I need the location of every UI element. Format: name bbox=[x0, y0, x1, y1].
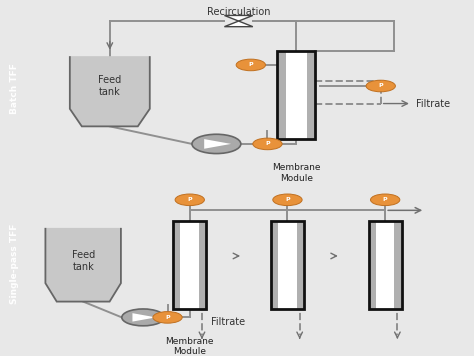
Bar bbox=[271, 221, 278, 309]
Text: Feed
tank: Feed tank bbox=[72, 250, 95, 272]
Text: P: P bbox=[383, 197, 387, 202]
Circle shape bbox=[192, 134, 241, 153]
Bar bbox=[297, 221, 304, 309]
Bar bbox=[271, 221, 304, 309]
Text: Membrane
Module: Membrane Module bbox=[272, 163, 320, 183]
Text: P: P bbox=[248, 62, 253, 67]
Circle shape bbox=[253, 138, 282, 150]
Bar bbox=[307, 51, 315, 138]
Text: P: P bbox=[187, 197, 192, 202]
Text: Feed
tank: Feed tank bbox=[98, 75, 121, 97]
Bar bbox=[277, 51, 315, 138]
Bar bbox=[173, 221, 206, 309]
Circle shape bbox=[273, 194, 302, 205]
Bar bbox=[368, 221, 376, 309]
Bar bbox=[199, 221, 206, 309]
Text: Recirculation: Recirculation bbox=[207, 7, 270, 17]
Text: Batch TFF: Batch TFF bbox=[10, 64, 19, 114]
Polygon shape bbox=[70, 56, 150, 126]
Bar bbox=[278, 221, 297, 309]
Bar bbox=[376, 221, 394, 309]
Circle shape bbox=[175, 194, 204, 205]
Text: Filtrate: Filtrate bbox=[416, 99, 450, 109]
Circle shape bbox=[366, 80, 395, 92]
Circle shape bbox=[236, 59, 265, 71]
Polygon shape bbox=[46, 228, 121, 302]
Bar bbox=[286, 51, 307, 138]
Polygon shape bbox=[132, 313, 156, 321]
Bar bbox=[173, 221, 181, 309]
Text: Filtrate: Filtrate bbox=[211, 318, 245, 328]
Circle shape bbox=[153, 312, 182, 323]
Text: Single-pass TFF: Single-pass TFF bbox=[10, 223, 19, 304]
Text: Membrane
Module: Membrane Module bbox=[165, 337, 214, 356]
Circle shape bbox=[371, 194, 400, 205]
Bar bbox=[277, 51, 286, 138]
Text: P: P bbox=[378, 84, 383, 89]
Polygon shape bbox=[204, 139, 231, 149]
Circle shape bbox=[122, 309, 164, 326]
Polygon shape bbox=[224, 21, 253, 27]
Bar bbox=[181, 221, 199, 309]
Bar bbox=[394, 221, 402, 309]
Bar bbox=[368, 221, 402, 309]
Text: P: P bbox=[285, 197, 290, 202]
Text: P: P bbox=[265, 141, 270, 146]
Text: P: P bbox=[165, 315, 170, 320]
Polygon shape bbox=[224, 15, 253, 21]
